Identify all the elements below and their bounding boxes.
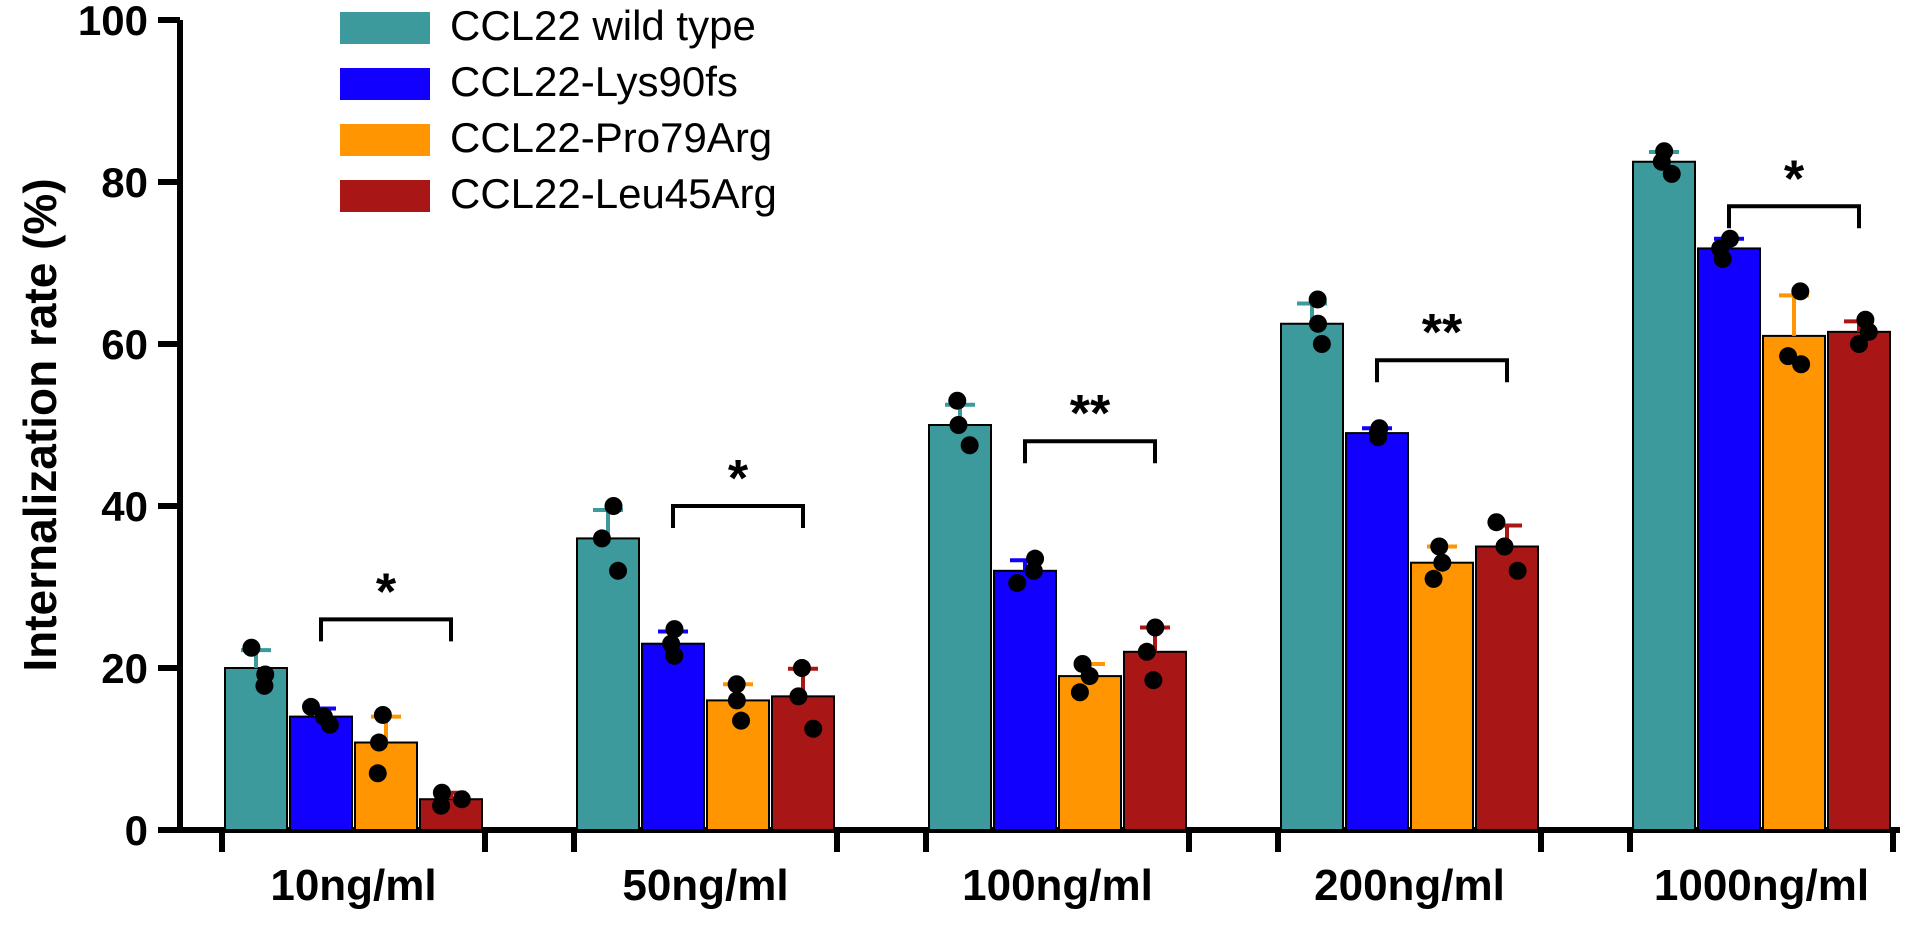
significance-label: ** bbox=[1422, 304, 1463, 362]
data-point bbox=[1425, 570, 1443, 588]
data-point bbox=[370, 734, 388, 752]
data-point bbox=[1026, 550, 1044, 568]
x-tick-label: 1000ng/ml bbox=[1654, 861, 1869, 910]
legend-label: CCL22-Leu45Arg bbox=[450, 170, 777, 217]
data-point bbox=[604, 497, 622, 515]
data-point bbox=[961, 436, 979, 454]
x-tick-label: 10ng/ml bbox=[270, 861, 436, 910]
bar bbox=[772, 696, 834, 830]
data-point bbox=[1496, 538, 1514, 556]
data-point bbox=[453, 790, 471, 808]
data-point bbox=[1071, 683, 1089, 701]
data-point bbox=[1138, 643, 1156, 661]
bar bbox=[1059, 676, 1121, 830]
data-point bbox=[593, 529, 611, 547]
bar bbox=[642, 644, 704, 830]
bar bbox=[1698, 248, 1760, 830]
bar bbox=[1828, 332, 1890, 830]
data-point bbox=[1655, 142, 1673, 160]
legend-label: CCL22 wild type bbox=[450, 2, 756, 49]
bar bbox=[1633, 162, 1695, 830]
legend-swatch bbox=[340, 180, 430, 212]
y-tick-label: 80 bbox=[101, 159, 148, 206]
data-point bbox=[1433, 554, 1451, 572]
y-tick-label: 20 bbox=[101, 645, 148, 692]
bar bbox=[1281, 324, 1343, 830]
data-point bbox=[728, 675, 746, 693]
data-point bbox=[949, 416, 967, 434]
data-point bbox=[665, 620, 683, 638]
data-point bbox=[433, 784, 451, 802]
data-point bbox=[242, 639, 260, 657]
significance-label: * bbox=[728, 450, 749, 508]
data-point bbox=[1487, 513, 1505, 531]
y-tick-label: 60 bbox=[101, 321, 148, 368]
significance-bracket bbox=[673, 506, 803, 528]
bar bbox=[929, 425, 991, 830]
legend-label: CCL22-Lys90fs bbox=[450, 58, 738, 105]
bar bbox=[1411, 563, 1473, 830]
data-point bbox=[1791, 282, 1809, 300]
significance-bracket bbox=[1025, 441, 1155, 463]
legend-swatch bbox=[340, 68, 430, 100]
data-point bbox=[1509, 562, 1527, 580]
data-point bbox=[1309, 315, 1327, 333]
data-point bbox=[804, 720, 822, 738]
legend-swatch bbox=[340, 12, 430, 44]
data-point bbox=[1008, 574, 1026, 592]
significance-label: ** bbox=[1070, 385, 1111, 443]
bar bbox=[1763, 336, 1825, 830]
bar bbox=[420, 799, 482, 830]
bar bbox=[1346, 433, 1408, 830]
significance-label: * bbox=[1784, 150, 1805, 208]
bar bbox=[994, 571, 1056, 830]
y-tick-label: 100 bbox=[78, 0, 148, 44]
data-point bbox=[789, 687, 807, 705]
y-tick-label: 0 bbox=[125, 807, 148, 854]
data-point bbox=[793, 659, 811, 677]
significance-bracket bbox=[1729, 206, 1859, 228]
data-point bbox=[1856, 311, 1874, 329]
data-point bbox=[948, 392, 966, 410]
data-point bbox=[1146, 619, 1164, 637]
data-point bbox=[1313, 335, 1331, 353]
data-point bbox=[1779, 347, 1797, 365]
bar bbox=[1476, 547, 1538, 831]
bar bbox=[355, 743, 417, 830]
data-point bbox=[609, 562, 627, 580]
data-point bbox=[1370, 419, 1388, 437]
x-tick-label: 50ng/ml bbox=[622, 861, 788, 910]
bar bbox=[577, 538, 639, 830]
data-point bbox=[1721, 230, 1739, 248]
y-axis-title: Internalization rate (%) bbox=[14, 178, 66, 671]
y-tick-label: 40 bbox=[101, 483, 148, 530]
bar bbox=[290, 717, 352, 830]
x-tick-label: 100ng/ml bbox=[962, 861, 1153, 910]
significance-bracket bbox=[1377, 360, 1507, 382]
significance-label: * bbox=[376, 563, 397, 621]
data-point bbox=[728, 691, 746, 709]
x-tick-label: 200ng/ml bbox=[1314, 861, 1505, 910]
bar bbox=[225, 668, 287, 830]
data-point bbox=[369, 764, 387, 782]
data-point bbox=[1144, 671, 1162, 689]
significance-bracket bbox=[321, 619, 451, 641]
internalization-rate-chart: 0 20 40 60 80 100 Internalization rate (%) 10ng… bbox=[0, 0, 1920, 949]
data-point bbox=[732, 712, 750, 730]
legend-label: CCL22-Pro79Arg bbox=[450, 114, 772, 161]
data-point bbox=[1074, 655, 1092, 673]
data-point bbox=[374, 706, 392, 724]
data-point bbox=[256, 665, 274, 683]
data-point bbox=[1430, 538, 1448, 556]
data-point bbox=[302, 698, 320, 716]
legend-swatch bbox=[340, 124, 430, 156]
data-point bbox=[1309, 290, 1327, 308]
